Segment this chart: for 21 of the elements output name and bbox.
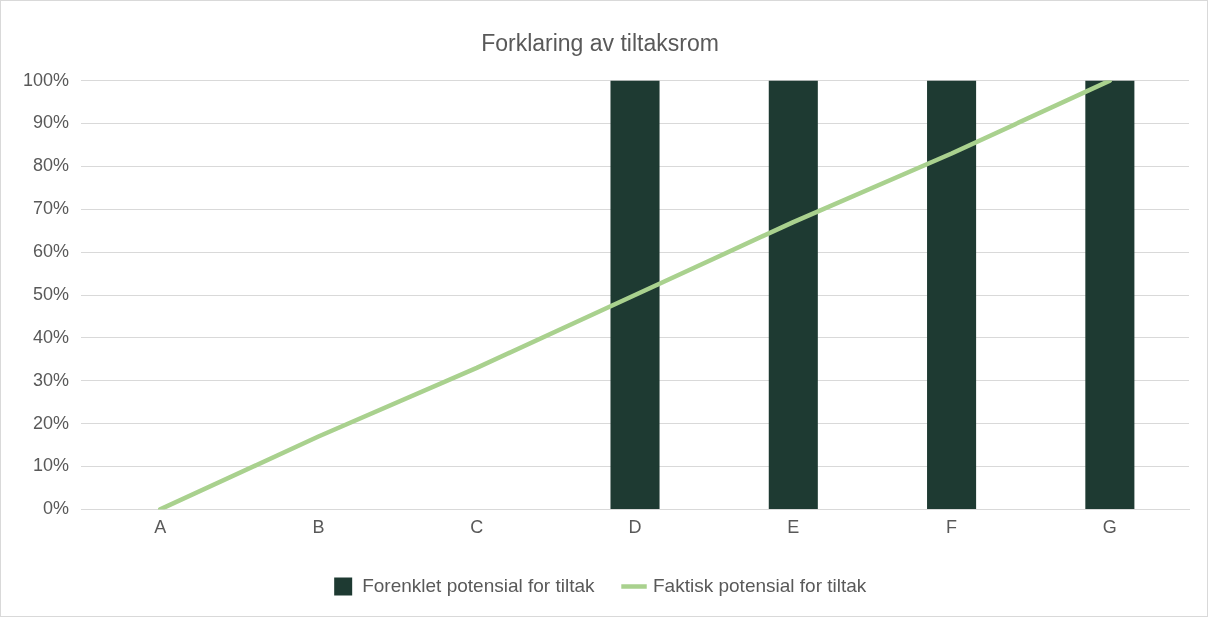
y-tick-label: 80% <box>33 155 70 176</box>
y-tick-label: 60% <box>33 241 70 262</box>
y-tick-label: 40% <box>33 326 70 347</box>
x-tick-label: E <box>787 517 800 538</box>
x-tick-label: A <box>154 517 167 538</box>
x-tick-label: F <box>946 517 958 538</box>
legend-label: Faktisk potensial for tiltak <box>653 574 867 596</box>
y-tick-label: 20% <box>33 412 70 433</box>
y-tick-label: 100% <box>22 69 70 90</box>
y-tick-label: 10% <box>33 455 70 476</box>
legend-label: Forenklet potensial for tiltak <box>362 574 596 596</box>
x-tick-label: B <box>312 517 325 538</box>
x-tick-label: C <box>470 517 484 538</box>
y-tick-label: 30% <box>33 369 70 390</box>
x-tick-label: G <box>1102 517 1117 538</box>
y-tick-label: 70% <box>33 198 70 219</box>
y-tick-label: 0% <box>43 498 70 519</box>
y-tick-label: 50% <box>33 283 70 304</box>
y-tick-label: 90% <box>33 112 70 133</box>
chart-title: Forklaring av tiltaksrom <box>481 30 719 57</box>
x-tick-label: D <box>628 517 642 538</box>
